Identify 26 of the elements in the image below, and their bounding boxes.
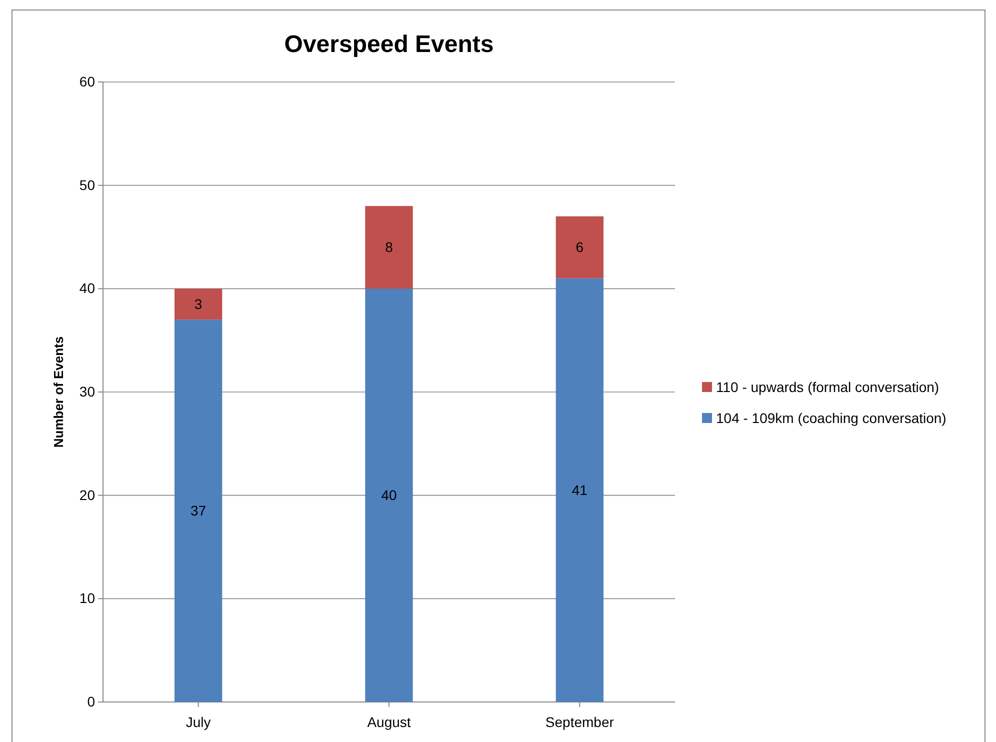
data-label: 37	[190, 502, 206, 519]
bar	[556, 278, 604, 702]
data-label: 6	[576, 239, 584, 256]
data-label: 3	[194, 296, 202, 312]
y-axis-title: Number of Events	[51, 336, 66, 448]
y-tick-label: 50	[79, 176, 96, 193]
y-tick-label: 20	[79, 486, 96, 503]
chart-title: Overspeed Events	[284, 31, 494, 58]
y-tick-label: 60	[79, 73, 96, 90]
legend-label: 110 - upwards (formal conversation)	[716, 378, 940, 395]
bar	[174, 320, 222, 702]
y-tick-label: 10	[79, 590, 96, 606]
data-label: 40	[381, 487, 397, 504]
data-label: 41	[572, 482, 588, 498]
bar	[174, 288, 222, 320]
x-tick-label: August	[367, 714, 411, 730]
data-label: 8	[385, 239, 394, 256]
y-tick-label: 40	[79, 280, 96, 296]
y-tick-label: 30	[79, 383, 96, 400]
x-tick-label: July	[186, 714, 211, 730]
x-tick-label: September	[545, 714, 614, 730]
bar	[556, 216, 604, 278]
y-tick-label: 0	[87, 693, 96, 710]
legend-label: 104 - 109km (coaching conversation)	[716, 410, 946, 426]
bar	[365, 288, 413, 702]
bar	[365, 206, 413, 289]
